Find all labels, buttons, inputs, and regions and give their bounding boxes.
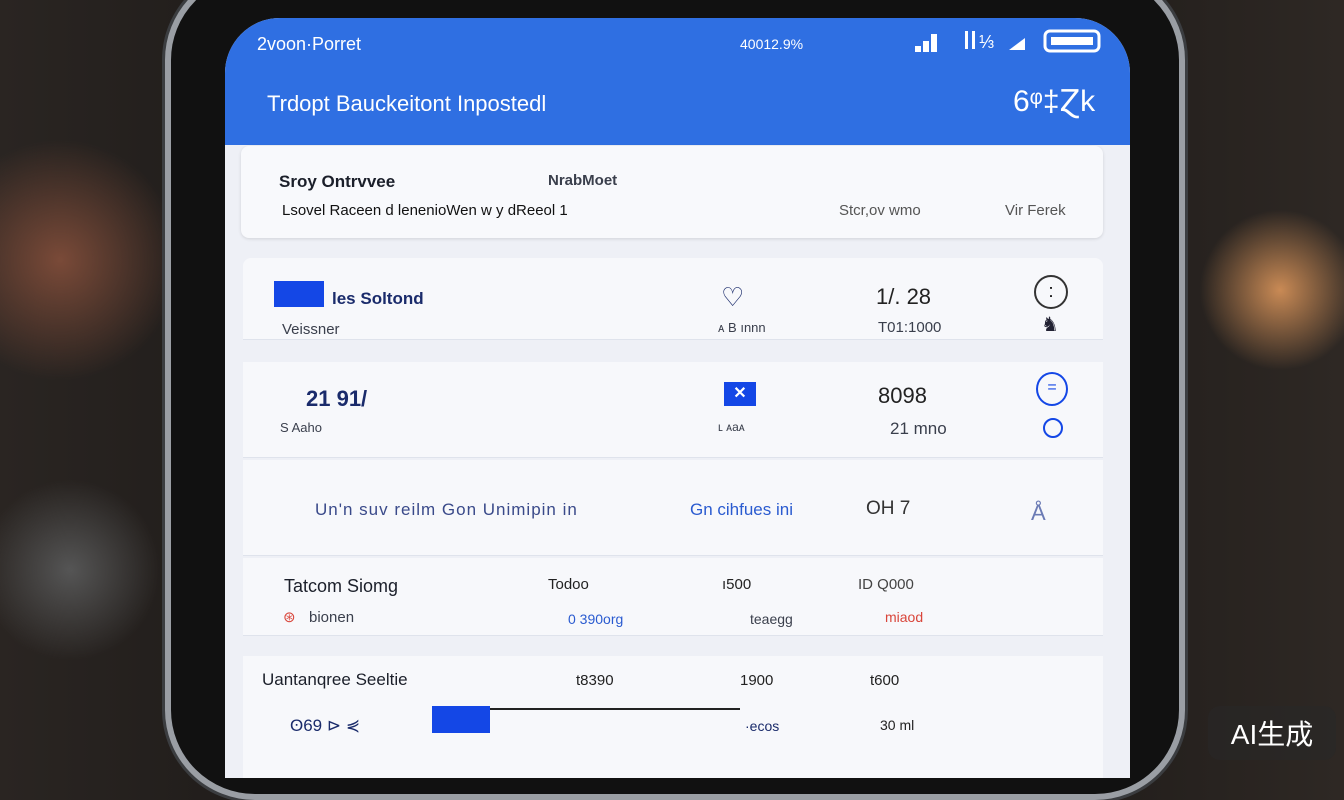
- item-sub3: teaegg: [750, 611, 793, 627]
- item-sub-value: T01:1000: [878, 319, 942, 336]
- header-action[interactable]: 6ᵠ‡Ɀk: [1013, 85, 1096, 118]
- item-title: Un'n suv reilm Gon Unimipin in: [315, 500, 578, 519]
- item-sub: bionen: [309, 609, 355, 626]
- item-sub: ʘ69 ⊳ ⋞: [290, 716, 361, 735]
- progress-fill: [432, 706, 490, 733]
- list-item[interactable]: les Soltond Veissner ♡ ᴀ B ınnn 1/. 28 T…: [243, 258, 1103, 340]
- close-icon[interactable]: ✕: [724, 382, 756, 406]
- list-item[interactable]: Tatcom Siomg Todoo ı500 ID Q000 ⊛ bionen…: [243, 558, 1103, 636]
- alert-icon[interactable]: Å: [1031, 500, 1046, 525]
- item-col3: ı500: [722, 576, 752, 593]
- item-col3: 1900: [740, 672, 774, 689]
- item-title: 21 91/: [306, 386, 368, 411]
- item-sub3: ·ecos: [745, 718, 780, 734]
- item-sub4: 30 ml: [880, 717, 915, 733]
- page-title: Trdopt Bauckeitont Inpostedl: [267, 91, 547, 116]
- summary-card[interactable]: Sroy Ontrvvee NrabMoet Lsovel Raceen d l…: [241, 146, 1103, 238]
- item-value: 1/. 28: [876, 284, 932, 309]
- summary-link[interactable]: Vir Ferek: [1005, 202, 1066, 219]
- list-item[interactable]: Uantanqree Seeltie t8390 1900 t600 ʘ69 ⊳…: [243, 656, 1103, 778]
- item-sub-value: 21 mno: [890, 419, 947, 438]
- item-value: OH 7: [866, 498, 911, 519]
- status-center: 40012.9%: [740, 36, 804, 52]
- app-header: 2voon·Porret 40012.9% ⅓ Trdopt Bauckeito…: [225, 18, 1130, 145]
- item-col2: Todoo: [548, 576, 589, 593]
- item-sub4: miaod: [885, 609, 924, 625]
- thumbnail: [274, 281, 324, 307]
- item-sub: Veissner: [282, 321, 340, 338]
- item-mid: Gn cihfues ini: [690, 500, 793, 519]
- summary-meta: Stcr,ov wmo: [839, 202, 921, 219]
- person-icon[interactable]: ♞: [1041, 314, 1059, 336]
- item-col2: t8390: [576, 672, 614, 689]
- item-col4: t600: [870, 672, 900, 689]
- item-mid: ᴀ B ınnn: [718, 320, 766, 335]
- list-item[interactable]: 21 91/ S Aaho ✕ ʟ ᴀaᴀ 8098 21 mno =: [243, 362, 1103, 458]
- phone-screen: 2voon·Porret 40012.9% ⅓ Trdopt Bauckeito…: [225, 18, 1130, 778]
- summary-title: Sroy Ontrvvee: [279, 172, 396, 191]
- summary-col2: NrabMoet: [548, 172, 618, 189]
- item-mid: ʟ ᴀaᴀ: [718, 420, 745, 434]
- item-title: Tatcom Siomg: [284, 576, 399, 596]
- item-col4: ID Q000: [858, 576, 914, 593]
- heart-icon: ♡: [721, 282, 745, 312]
- status-time: 2voon·Porret: [257, 34, 362, 54]
- circle-icon[interactable]: [1043, 418, 1063, 438]
- item-sub: S Aaho: [280, 420, 322, 435]
- summary-desc: Lsovel Raceen d lenenioWen w y dReeol 1: [282, 202, 568, 219]
- watermark: AI生成: [1208, 706, 1336, 760]
- menu-circle-icon[interactable]: =: [1036, 372, 1068, 406]
- item-sub2: 0 390org: [568, 611, 624, 627]
- item-title: les Soltond: [332, 289, 424, 308]
- alert-icon: ⊛: [283, 609, 296, 626]
- status-icons: ⅓: [915, 29, 1101, 53]
- progress-track: [490, 708, 740, 710]
- item-title: Uantanqree Seeltie: [262, 670, 408, 689]
- list-item[interactable]: Un'n suv reilm Gon Unimipin in Gn cihfue…: [243, 460, 1103, 556]
- item-value: 8098: [878, 383, 927, 408]
- svg-text:⅓: ⅓: [979, 32, 994, 52]
- smiley-icon[interactable]: :: [1034, 275, 1068, 309]
